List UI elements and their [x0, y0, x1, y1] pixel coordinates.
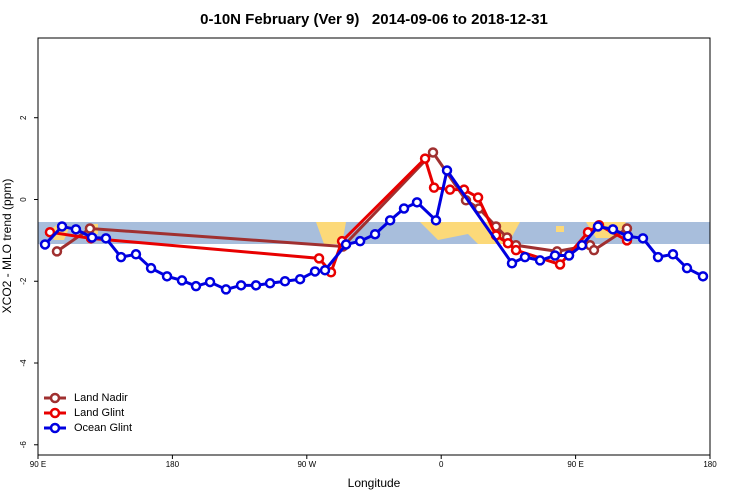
- x-tick-label: 0: [439, 460, 444, 469]
- data-point: [84, 223, 96, 234]
- data-point: [444, 184, 456, 195]
- x-tick-label: 180: [166, 460, 180, 469]
- legend-label: Land Nadir: [74, 392, 128, 404]
- data-point: [39, 239, 51, 250]
- data-point: [411, 197, 423, 208]
- x-tick-label: 90 E: [567, 460, 583, 469]
- data-point: [419, 153, 431, 164]
- y-tick-label: -6: [19, 441, 28, 449]
- data-point: [398, 203, 410, 214]
- data-point: [637, 233, 649, 244]
- data-point: [588, 244, 600, 256]
- y-axis-label: XCO2 - MLO trend (ppm): [0, 179, 14, 314]
- data-point: [220, 284, 232, 295]
- data-point: [592, 221, 604, 232]
- legend-label: Land Glint: [74, 407, 124, 419]
- data-point: [309, 266, 321, 277]
- legend-swatch-point: [49, 422, 61, 434]
- data-point: [427, 147, 439, 158]
- data-point: [554, 259, 566, 270]
- data-point: [441, 165, 453, 176]
- x-tick-label: 90 E: [30, 460, 46, 469]
- data-point: [161, 271, 173, 282]
- legend-swatch-point: [49, 407, 61, 419]
- y-tick-label: -2: [19, 277, 28, 285]
- plot-frame: [37, 37, 711, 456]
- data-point: [313, 253, 325, 264]
- data-point: [86, 232, 98, 243]
- data-point: [340, 239, 352, 250]
- chart-title: 0-10N February (Ver 9) 2014-09-06 to 201…: [200, 11, 548, 28]
- data-point: [176, 275, 188, 286]
- x-tick-label: 180: [703, 460, 717, 469]
- data-point: [145, 262, 157, 274]
- data-point: [354, 235, 366, 247]
- data-point: [667, 249, 679, 260]
- data-point: [506, 258, 518, 269]
- data-point: [44, 226, 56, 238]
- data-point: [652, 251, 664, 263]
- x-axis-label: Longitude: [348, 476, 401, 490]
- data-point: [430, 215, 442, 226]
- data-point: [519, 251, 531, 263]
- data-point: [607, 224, 619, 235]
- data-point: [56, 221, 68, 232]
- data-point: [319, 264, 331, 276]
- data-point: [100, 233, 112, 244]
- y-tick-label: 2: [19, 115, 28, 120]
- legend-label: Ocean Glint: [74, 422, 132, 434]
- data-point: [384, 215, 396, 226]
- data-point: [235, 280, 247, 291]
- data-point: [534, 255, 546, 266]
- data-point: [279, 276, 291, 287]
- data-point: [549, 250, 561, 261]
- data-point: [563, 250, 575, 261]
- data-point: [264, 278, 276, 289]
- y-tick-label: 0: [19, 197, 28, 202]
- data-point: [622, 231, 634, 242]
- data-point: [70, 224, 82, 235]
- data-point: [681, 262, 693, 274]
- data-point: [576, 240, 588, 251]
- data-point: [472, 192, 484, 203]
- data-point: [510, 244, 522, 256]
- data-point: [190, 280, 202, 292]
- land-patches: [50, 222, 626, 244]
- data-point: [369, 228, 381, 240]
- data-point: [250, 280, 262, 291]
- data-point: [294, 273, 306, 285]
- data-point: [502, 237, 514, 249]
- data-point: [428, 182, 440, 193]
- data-point: [130, 249, 142, 260]
- data-point: [115, 251, 127, 263]
- data-point: [51, 246, 63, 257]
- x-tick-label: 90 W: [297, 460, 316, 469]
- data-point: [697, 271, 709, 282]
- legend-swatch-point: [49, 392, 61, 404]
- data-point: [204, 276, 216, 288]
- y-tick-label: -4: [19, 359, 28, 367]
